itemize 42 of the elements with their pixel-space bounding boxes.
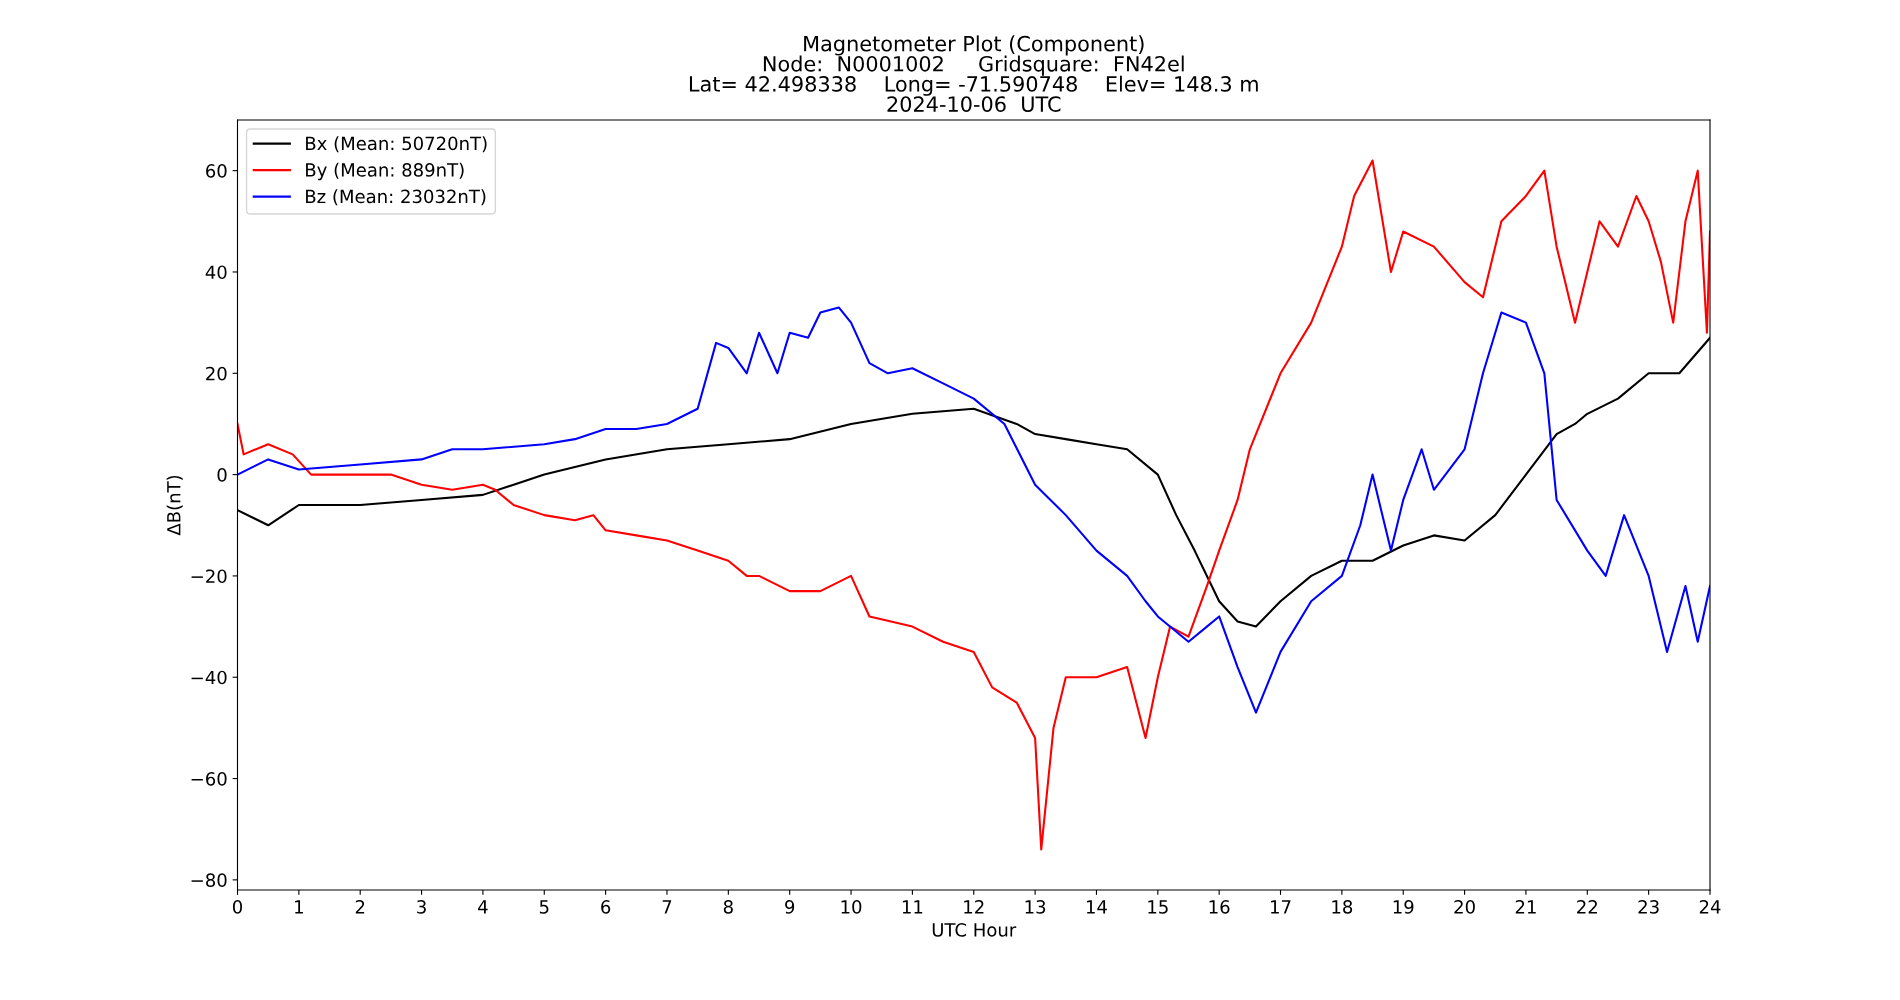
- y-tick-label: 60: [206, 164, 227, 178]
- legend-label: By (Mean: 889nT): [306, 162, 464, 181]
- x-tick-label: 4: [478, 900, 488, 914]
- x-axis-title: UTC Hour: [932, 923, 1017, 937]
- chart-title: Magnetometer Plot (Component): [804, 35, 1144, 56]
- line-series: [237, 306, 1710, 714]
- x-tick-label: 8: [723, 900, 733, 914]
- x-tick-label: 18: [1332, 900, 1353, 914]
- x-tick-label: 9: [785, 900, 795, 914]
- y-tick-label: 20: [206, 366, 227, 381]
- x-tick-label: 17: [1271, 900, 1291, 914]
- y-tick-label: −40: [191, 670, 227, 685]
- line-series: [237, 159, 1710, 851]
- y-axis-title: ΔB(nT): [166, 475, 183, 536]
- chart-subtitle: Node: N0001002 Gridsquare: FN42el Lat= 42.498338 Long= -71.590748 Elev= 148.3 m 2024-10-06 UTC: [689, 55, 1258, 112]
- y-tick-label: −60: [191, 772, 227, 786]
- x-tick-label: 2: [355, 900, 365, 914]
- x-tick-label: 10: [841, 900, 862, 914]
- x-tick-label: 5: [539, 900, 549, 914]
- x-tick-label: 0: [232, 900, 243, 914]
- y-tick-label: −80: [191, 873, 227, 887]
- x-tick-label: 16: [1209, 900, 1230, 914]
- x-tick-label: 20: [1454, 900, 1475, 914]
- x-tick-label: 6: [601, 900, 611, 914]
- x-tick-label: 22: [1577, 900, 1597, 914]
- y-tick-label: 0: [217, 468, 227, 482]
- y-tick-label: 40: [205, 265, 227, 280]
- legend-label: Bx (Mean: 50720nT): [306, 136, 487, 153]
- x-tick-label: 3: [417, 900, 426, 914]
- x-tick-label: 12: [964, 900, 984, 914]
- x-tick-label: 13: [1025, 900, 1046, 914]
- x-tick-label: 11: [902, 900, 923, 914]
- x-tick-label: 19: [1393, 900, 1414, 914]
- x-tick-label: 7: [662, 900, 672, 914]
- x-tick-label: 23: [1638, 900, 1659, 914]
- x-tick-label: 21: [1515, 900, 1536, 914]
- legend-label: Bz (Mean: 23032nT): [306, 189, 486, 206]
- x-tick-label: 1: [295, 900, 303, 914]
- x-tick-label: 14: [1086, 900, 1107, 914]
- x-tick-label: 24: [1699, 900, 1721, 914]
- x-tick-label: 15: [1148, 900, 1168, 914]
- y-tick-label: −20: [191, 569, 227, 584]
